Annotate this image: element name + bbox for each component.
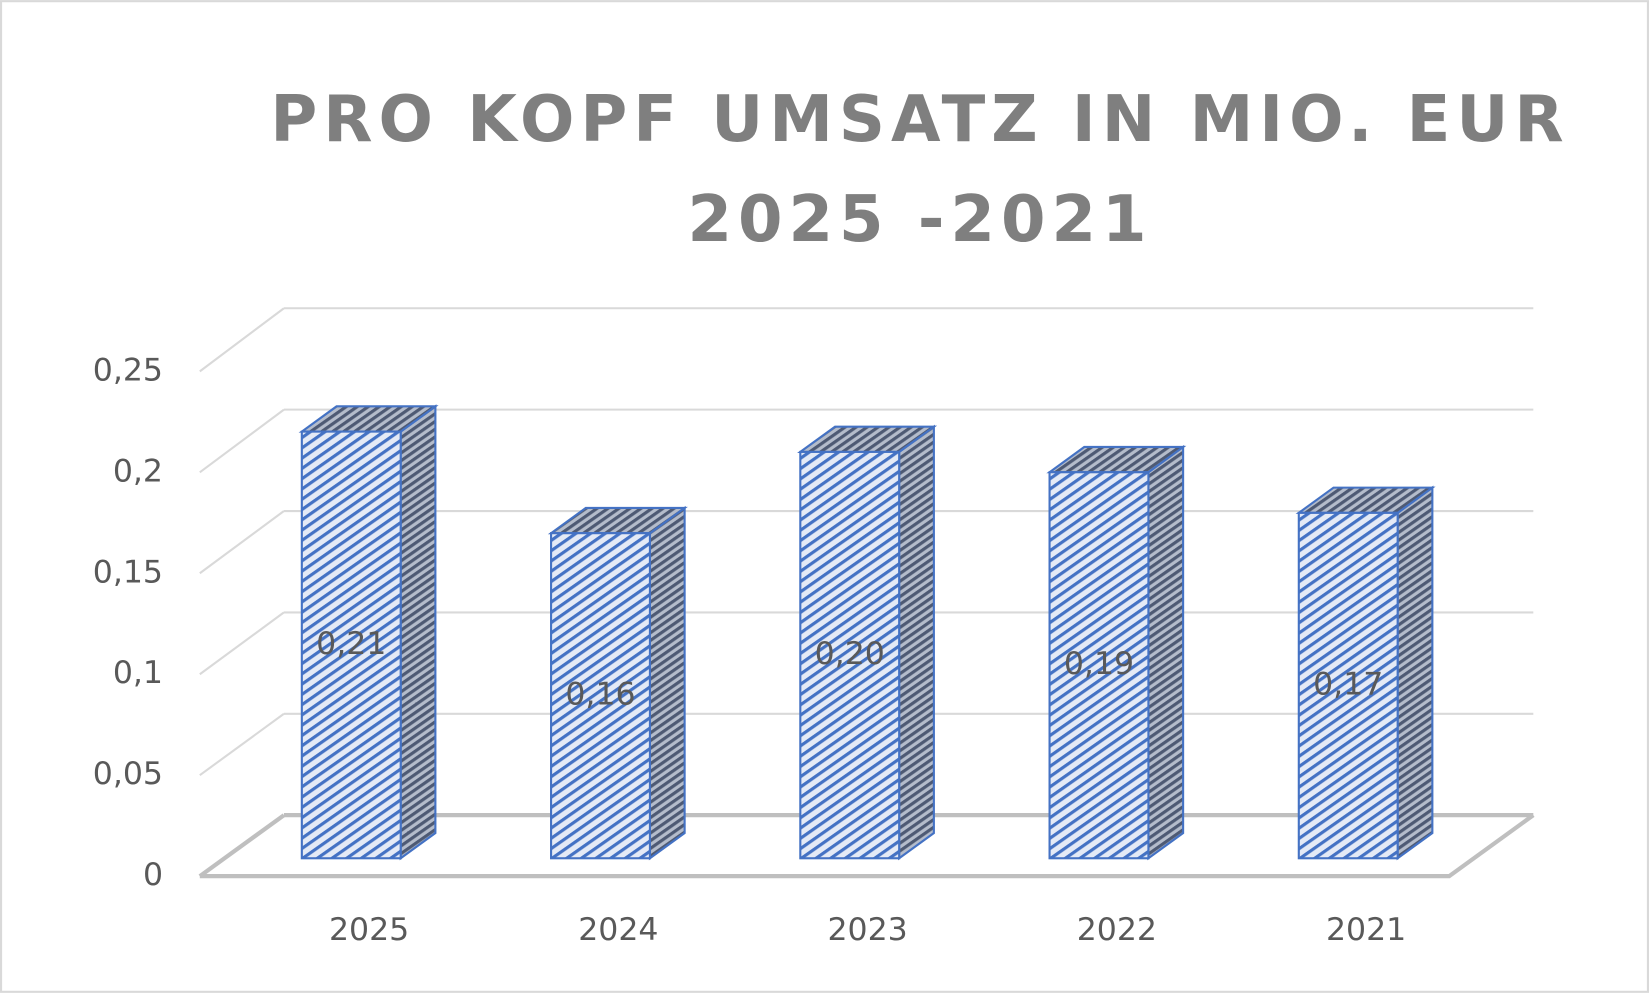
bar-side: [1396, 485, 1434, 861]
y-tick-label: 0: [143, 857, 163, 893]
side-grid-line: [199, 307, 285, 373]
y-tick-label: 0,05: [93, 756, 163, 792]
bar: [1048, 471, 1150, 860]
bar-side: [648, 505, 686, 861]
floor-front-edge: [199, 813, 1535, 879]
side-grid-line: [199, 510, 285, 575]
chart-title: PRO KOPF UMSATZ IN MIO. EUR 2025 -2021: [270, 83, 1570, 257]
y-tick-label: 0,1: [113, 655, 163, 691]
side-grid-line: [199, 408, 285, 474]
y-tick-label: 0,15: [93, 554, 163, 590]
x-tick-label: 2025: [329, 912, 409, 948]
x-tick-label: 2022: [1077, 912, 1157, 948]
bar-side: [898, 424, 935, 861]
side-grid-line: [199, 611, 285, 676]
bar: [1297, 511, 1399, 860]
bar: [799, 450, 901, 860]
bar: [550, 532, 651, 860]
bar-side: [399, 404, 437, 861]
x-tick-label: 2023: [827, 912, 907, 948]
data-label: 0,16: [565, 677, 635, 713]
floor-left-edge: [198, 813, 286, 878]
x-tick-label: 2024: [578, 912, 658, 948]
data-label: 0,21: [316, 626, 386, 662]
data-label: 0,19: [1064, 646, 1134, 682]
side-grid-line: [199, 712, 285, 777]
bar-side: [1147, 444, 1185, 861]
data-label: 0,17: [1313, 667, 1383, 703]
bars: 0,21 2025 0,16 2024 0,20 2023 0,19 2022 0,17 2021: [298, 404, 1436, 948]
x-tick-label: 2021: [1326, 912, 1406, 948]
y-tick-label: 0,2: [113, 453, 163, 489]
y-tick-label: 0,25: [93, 352, 163, 388]
bar: [300, 430, 402, 860]
data-label: 0,20: [815, 636, 885, 672]
